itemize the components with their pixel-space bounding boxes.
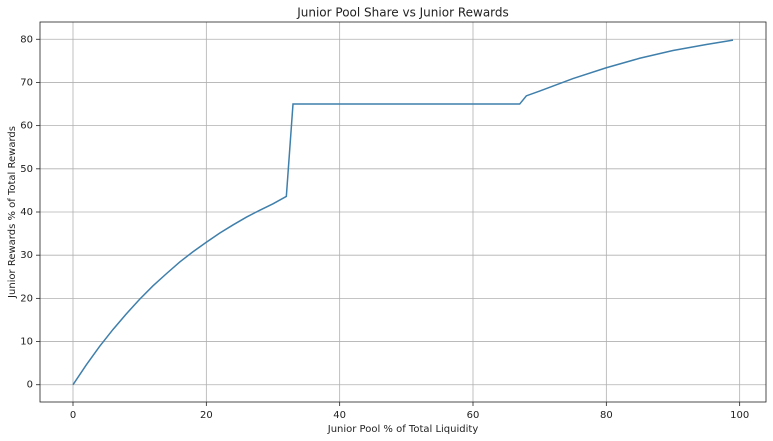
y-tick-label: 10	[20, 337, 33, 348]
y-tick-label: 30	[20, 250, 33, 261]
x-tick-label: 80	[600, 410, 613, 421]
plot-frame	[39, 21, 767, 403]
y-tick-label: 60	[20, 121, 33, 132]
y-tick-label: 20	[20, 293, 33, 304]
y-tick-label: 0	[27, 380, 33, 391]
x-tick-label: 40	[333, 410, 346, 421]
x-tick-label: 100	[730, 410, 749, 421]
x-axis-label: Junior Pool % of Total Liquidity	[327, 424, 479, 435]
y-tick-label: 80	[20, 34, 33, 45]
x-tick-label: 0	[70, 410, 76, 421]
x-tick-label: 20	[200, 410, 213, 421]
y-tick-label: 70	[20, 77, 33, 88]
y-tick-label: 50	[20, 164, 33, 175]
y-axis-label: Junior Rewards % of Total Rewards	[7, 126, 18, 299]
x-tick-label: 60	[467, 410, 480, 421]
chart-title: Junior Pool Share vs Junior Rewards	[296, 6, 509, 20]
data-line	[72, 39, 734, 386]
y-tick-label: 40	[20, 207, 33, 218]
